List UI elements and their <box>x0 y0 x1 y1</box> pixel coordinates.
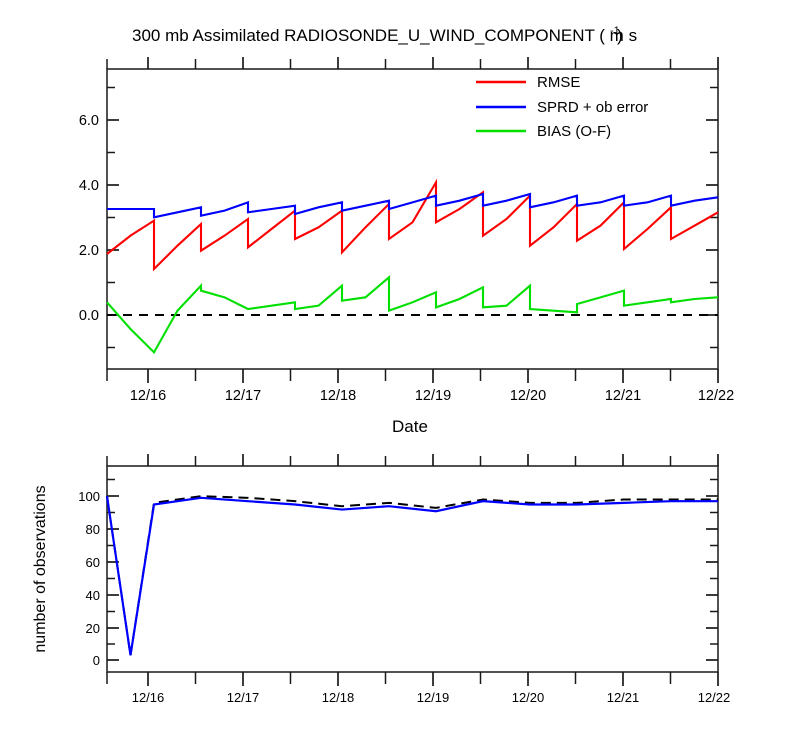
used-observations-line <box>107 496 718 655</box>
statistics-panel: 6.0 4.0 2.0 0.0 <box>79 57 734 436</box>
total-observations-line <box>107 496 718 655</box>
y-tick-label-2: 2.0 <box>79 243 99 259</box>
obs-y-tick-label-40: 40 <box>86 588 100 603</box>
bottom-panel-x-tick-labels: 12/16 12/17 12/18 12/19 12/20 12/21 12/2… <box>132 690 731 705</box>
legend-label-bias: BIAS (O-F) <box>537 123 611 140</box>
top-panel-y-minor-ticks <box>107 88 718 348</box>
x-tick-label-1221: 12/21 <box>605 388 641 404</box>
spread-line <box>107 194 718 217</box>
obs-x-tick-label-1216: 12/16 <box>132 690 165 705</box>
obs-x-tick-label-1222: 12/22 <box>698 690 731 705</box>
x-tick-label-1219: 12/19 <box>415 388 451 404</box>
figure-title-text: 300 mb Assimilated RADIOSONDE_U_WIND_COM… <box>132 26 637 45</box>
top-panel-x-tick-labels: 12/16 12/17 12/18 12/19 12/20 12/21 12/2… <box>130 388 734 404</box>
obs-y-tick-label-80: 80 <box>86 522 100 537</box>
obs-x-tick-label-1219: 12/19 <box>417 690 450 705</box>
plot-page: 300 mb Assimilated RADIOSONDE_U_WIND_COM… <box>0 0 800 750</box>
y-tick-label-6: 6.0 <box>79 113 99 129</box>
bottom-panel-y-ticks <box>107 496 718 660</box>
obs-y-tick-label-20: 20 <box>86 621 100 636</box>
obs-y-tick-label-0: 0 <box>93 653 100 668</box>
x-tick-label-1218: 12/18 <box>320 388 356 404</box>
x-tick-label-1220: 12/20 <box>510 388 546 404</box>
x-tick-label-1217: 12/17 <box>225 388 261 404</box>
rmse-line <box>107 182 718 269</box>
obs-y-tick-label-60: 60 <box>86 555 100 570</box>
y-tick-label-4: 4.0 <box>79 178 99 194</box>
figure-title: 300 mb Assimilated RADIOSONDE_U_WIND_COM… <box>132 25 637 45</box>
legend-label-rmse: RMSE <box>537 74 580 91</box>
y-axis-title: number of observations <box>32 485 49 652</box>
x-tick-label-1222: 12/22 <box>698 388 734 404</box>
legend-label-spread: SPRD + ob error <box>537 99 648 116</box>
legend: RMSE SPRD + ob error BIAS (O-F) <box>476 74 648 140</box>
obs-x-tick-label-1220: 12/20 <box>512 690 545 705</box>
x-tick-label-1216: 12/16 <box>130 388 166 404</box>
observation-count-panel: 100 80 60 40 20 0 <box>32 454 730 705</box>
obs-x-tick-label-1218: 12/18 <box>322 690 355 705</box>
verification-figure: 300 mb Assimilated RADIOSONDE_U_WIND_COM… <box>0 0 800 750</box>
obs-x-tick-label-1217: 12/17 <box>227 690 260 705</box>
figure-title-suffix: ) <box>617 26 623 45</box>
obs-y-tick-label-100: 100 <box>78 489 100 504</box>
obs-x-tick-label-1221: 12/21 <box>607 690 640 705</box>
bottom-panel-y-tick-labels: 100 80 60 40 20 0 <box>78 489 100 668</box>
top-panel-y-ticks <box>107 120 718 315</box>
x-axis-title: Date <box>392 417 428 436</box>
y-tick-label-0: 0.0 <box>79 308 99 324</box>
bottom-panel-x-ticks <box>107 454 718 686</box>
top-panel-y-tick-labels: 6.0 4.0 2.0 0.0 <box>79 113 99 324</box>
bottom-panel-y-minor-ticks <box>107 480 718 645</box>
